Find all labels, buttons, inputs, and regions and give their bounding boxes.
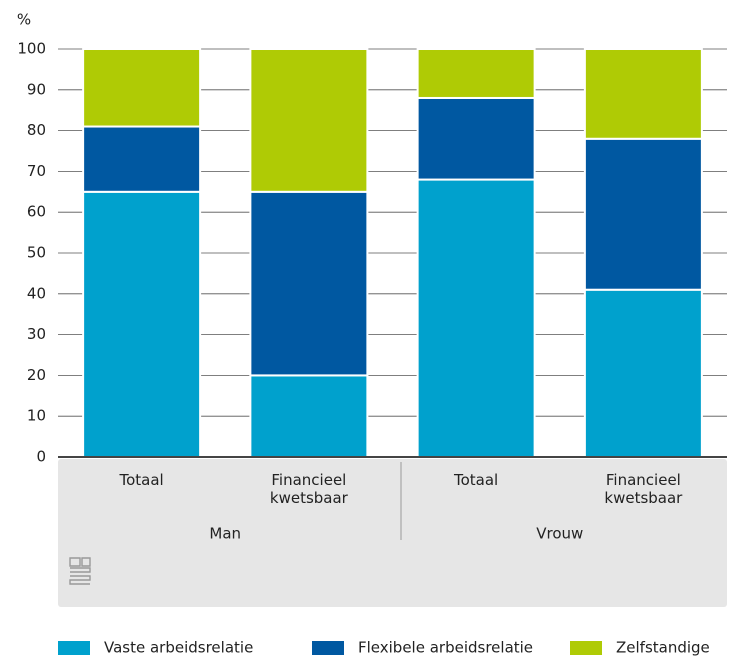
bar-segment	[416, 178, 536, 458]
y-tick-label: 10	[27, 407, 46, 425]
x-tick-label: Financieel kwetsbaar	[269, 471, 348, 507]
group-label: Man	[209, 525, 241, 543]
y-tick-label: 40	[27, 284, 46, 302]
x-tick-label: Totaal	[454, 471, 499, 489]
y-tick-label: 90	[27, 80, 46, 98]
bar-segment	[82, 190, 202, 459]
legend-swatch	[312, 641, 344, 655]
y-tick-label: 60	[27, 203, 46, 221]
legend-label: Vaste arbeidsrelatie	[104, 639, 253, 657]
bar-segment	[583, 137, 703, 291]
y-tick-label: 30	[27, 325, 46, 343]
y-tick-label: 0	[36, 448, 46, 466]
bar-segment	[416, 96, 536, 181]
x-tick-label: Totaal	[119, 471, 164, 489]
y-tick-label: 100	[17, 40, 46, 58]
legend-label: Zelfstandige	[616, 639, 710, 657]
bar-segment	[416, 48, 536, 99]
bar-segment	[82, 48, 202, 128]
bar-segment	[583, 48, 703, 140]
y-tick-label: 50	[27, 244, 46, 262]
legend-swatch	[570, 641, 602, 655]
y-tick-label: 80	[27, 121, 46, 139]
legend-label: Flexibele arbeidsrelatie	[358, 639, 533, 657]
y-unit: %	[17, 11, 31, 29]
x-tick-label: Financieel kwetsbaar	[604, 471, 683, 507]
bar-segment	[249, 374, 369, 458]
cbs-logo	[69, 557, 91, 585]
bar-segment	[583, 288, 703, 458]
category-panel	[58, 459, 727, 607]
group-label: Vrouw	[536, 525, 583, 543]
y-tick-label: 70	[27, 162, 46, 180]
bar-segment	[249, 48, 369, 193]
bar-segment	[82, 125, 202, 193]
legend-swatch	[58, 641, 90, 655]
y-tick-label: 20	[27, 366, 46, 384]
bar-segment	[249, 190, 369, 377]
